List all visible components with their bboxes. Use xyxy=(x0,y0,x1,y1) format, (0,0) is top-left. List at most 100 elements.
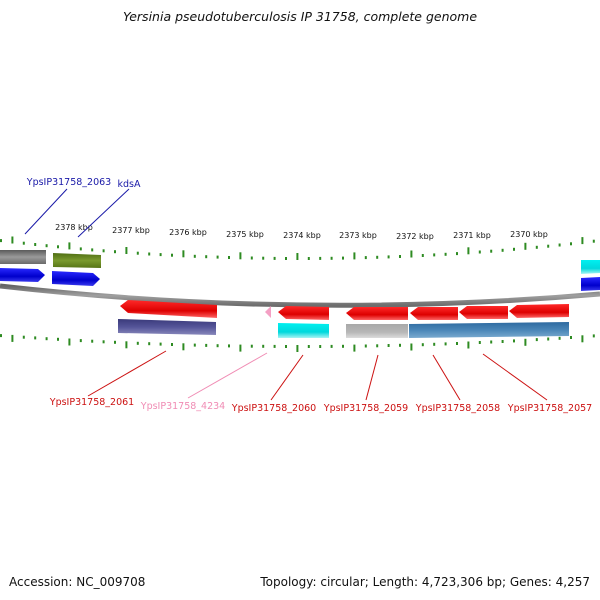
minor-tick xyxy=(34,336,37,340)
minor-tick xyxy=(364,344,367,348)
minor-tick xyxy=(262,256,265,260)
minor-tick xyxy=(387,344,390,347)
minor-tick xyxy=(478,341,481,344)
major-tick xyxy=(125,341,128,349)
minor-tick xyxy=(501,248,504,252)
minor-tick xyxy=(0,239,2,243)
gene-right-blue-arrow[interactable] xyxy=(581,277,600,291)
major-tick xyxy=(467,247,470,255)
gene-2060-box[interactable] xyxy=(278,323,329,338)
gene-kdsA-arrow[interactable] xyxy=(52,271,100,286)
minor-tick xyxy=(114,340,116,344)
major-tick xyxy=(581,237,584,245)
gene-kdsA-box[interactable] xyxy=(53,253,101,268)
gene-label-4234[interactable]: YpsIP31758_4234 xyxy=(140,401,225,412)
scale-label: 2370 kbp xyxy=(510,230,548,239)
minor-tick xyxy=(216,255,219,259)
minor-tick xyxy=(285,345,287,348)
minor-tick xyxy=(91,339,94,343)
major-tick xyxy=(239,252,242,260)
gene-2059-arrow[interactable] xyxy=(346,307,408,320)
gene-2063-box[interactable] xyxy=(0,250,46,264)
scale-labels: 2378 kbp 2377 kbp 2376 kbp 2375 kbp 2374… xyxy=(55,223,548,241)
minor-tick xyxy=(478,250,481,254)
minor-tick xyxy=(307,257,310,260)
scale-label: 2374 kbp xyxy=(283,231,321,240)
gene-2061-box[interactable] xyxy=(118,319,216,335)
minor-tick xyxy=(364,256,367,260)
minor-tick xyxy=(319,256,322,260)
minor-tick xyxy=(444,342,447,346)
minor-tick xyxy=(216,344,219,348)
minor-tick xyxy=(57,337,59,341)
minor-tick xyxy=(159,253,162,257)
minor-tick xyxy=(342,256,344,260)
minor-tick xyxy=(250,344,253,348)
minor-tick xyxy=(558,243,561,247)
gene-2060-arrow[interactable] xyxy=(278,306,329,320)
minor-tick xyxy=(421,254,424,257)
minor-tick xyxy=(399,255,401,258)
minor-tick xyxy=(205,343,208,347)
gene-2059-box[interactable] xyxy=(346,324,408,338)
minor-tick xyxy=(273,256,276,260)
minor-tick xyxy=(262,344,265,348)
genome-stats: Topology: circular; Length: 4,723,306 bp… xyxy=(260,575,590,589)
major-tick xyxy=(125,247,128,254)
major-tick xyxy=(467,341,470,349)
minor-tick xyxy=(444,252,447,256)
gene-label-kdsA[interactable]: kdsA xyxy=(118,179,141,190)
minor-tick xyxy=(171,253,173,257)
leader-kdsA xyxy=(77,188,130,238)
scale-label: 2376 kbp xyxy=(169,228,207,237)
leader-2060 xyxy=(270,354,304,401)
minor-tick xyxy=(421,343,424,347)
minor-tick xyxy=(547,244,550,248)
gene-2061-arrow[interactable] xyxy=(120,300,217,318)
leader-2059 xyxy=(365,354,379,401)
minor-tick xyxy=(433,253,436,257)
minor-tick xyxy=(387,255,390,259)
minor-tick xyxy=(535,338,538,342)
minor-tick xyxy=(148,252,151,256)
minor-tick xyxy=(250,256,253,260)
minor-tick xyxy=(490,249,493,253)
gene-2058-arrow-a[interactable] xyxy=(410,307,458,320)
major-tick xyxy=(581,335,584,343)
minor-tick xyxy=(45,337,48,341)
scale-label: 2371 kbp xyxy=(453,231,491,240)
major-tick xyxy=(524,338,527,346)
gene-2058-arrow-b[interactable] xyxy=(459,306,508,319)
scale-label: 2375 kbp xyxy=(226,230,264,239)
major-tick xyxy=(68,242,71,250)
minor-tick xyxy=(592,334,595,338)
gene-label-2058[interactable]: YpsIP31758_2058 xyxy=(415,403,500,414)
gene-2057-arrow[interactable] xyxy=(509,304,569,318)
minor-tick xyxy=(513,247,515,251)
major-tick xyxy=(11,334,14,342)
minor-tick xyxy=(136,251,139,255)
gene-label-2063[interactable]: YpsIP31758_2063 xyxy=(26,177,111,188)
gene-label-2059[interactable]: YpsIP31758_2059 xyxy=(323,403,408,414)
gene-label-2057[interactable]: YpsIP31758_2057 xyxy=(507,403,592,414)
minor-tick xyxy=(376,255,379,259)
minor-tick xyxy=(148,342,151,346)
gene-label-2061[interactable]: YpsIP31758_2061 xyxy=(49,397,134,408)
gene-label-2060[interactable]: YpsIP31758_2060 xyxy=(231,403,316,414)
gene-right-cyan-box[interactable] xyxy=(581,260,600,274)
minor-tick xyxy=(307,345,310,348)
outer-scale-ticks xyxy=(0,236,595,260)
gene-4234-arrow[interactable] xyxy=(265,306,271,318)
major-tick xyxy=(239,344,242,352)
minor-tick xyxy=(330,256,333,260)
minor-tick xyxy=(456,342,458,345)
minor-tick xyxy=(558,336,561,340)
minor-tick xyxy=(456,252,458,256)
minor-tick xyxy=(22,335,25,339)
minor-tick xyxy=(34,243,37,246)
inner-scale-ticks xyxy=(0,334,595,352)
gene-2063-arrow[interactable] xyxy=(0,268,45,282)
gene-2058-2057-box[interactable] xyxy=(409,322,569,338)
major-tick xyxy=(524,242,527,250)
